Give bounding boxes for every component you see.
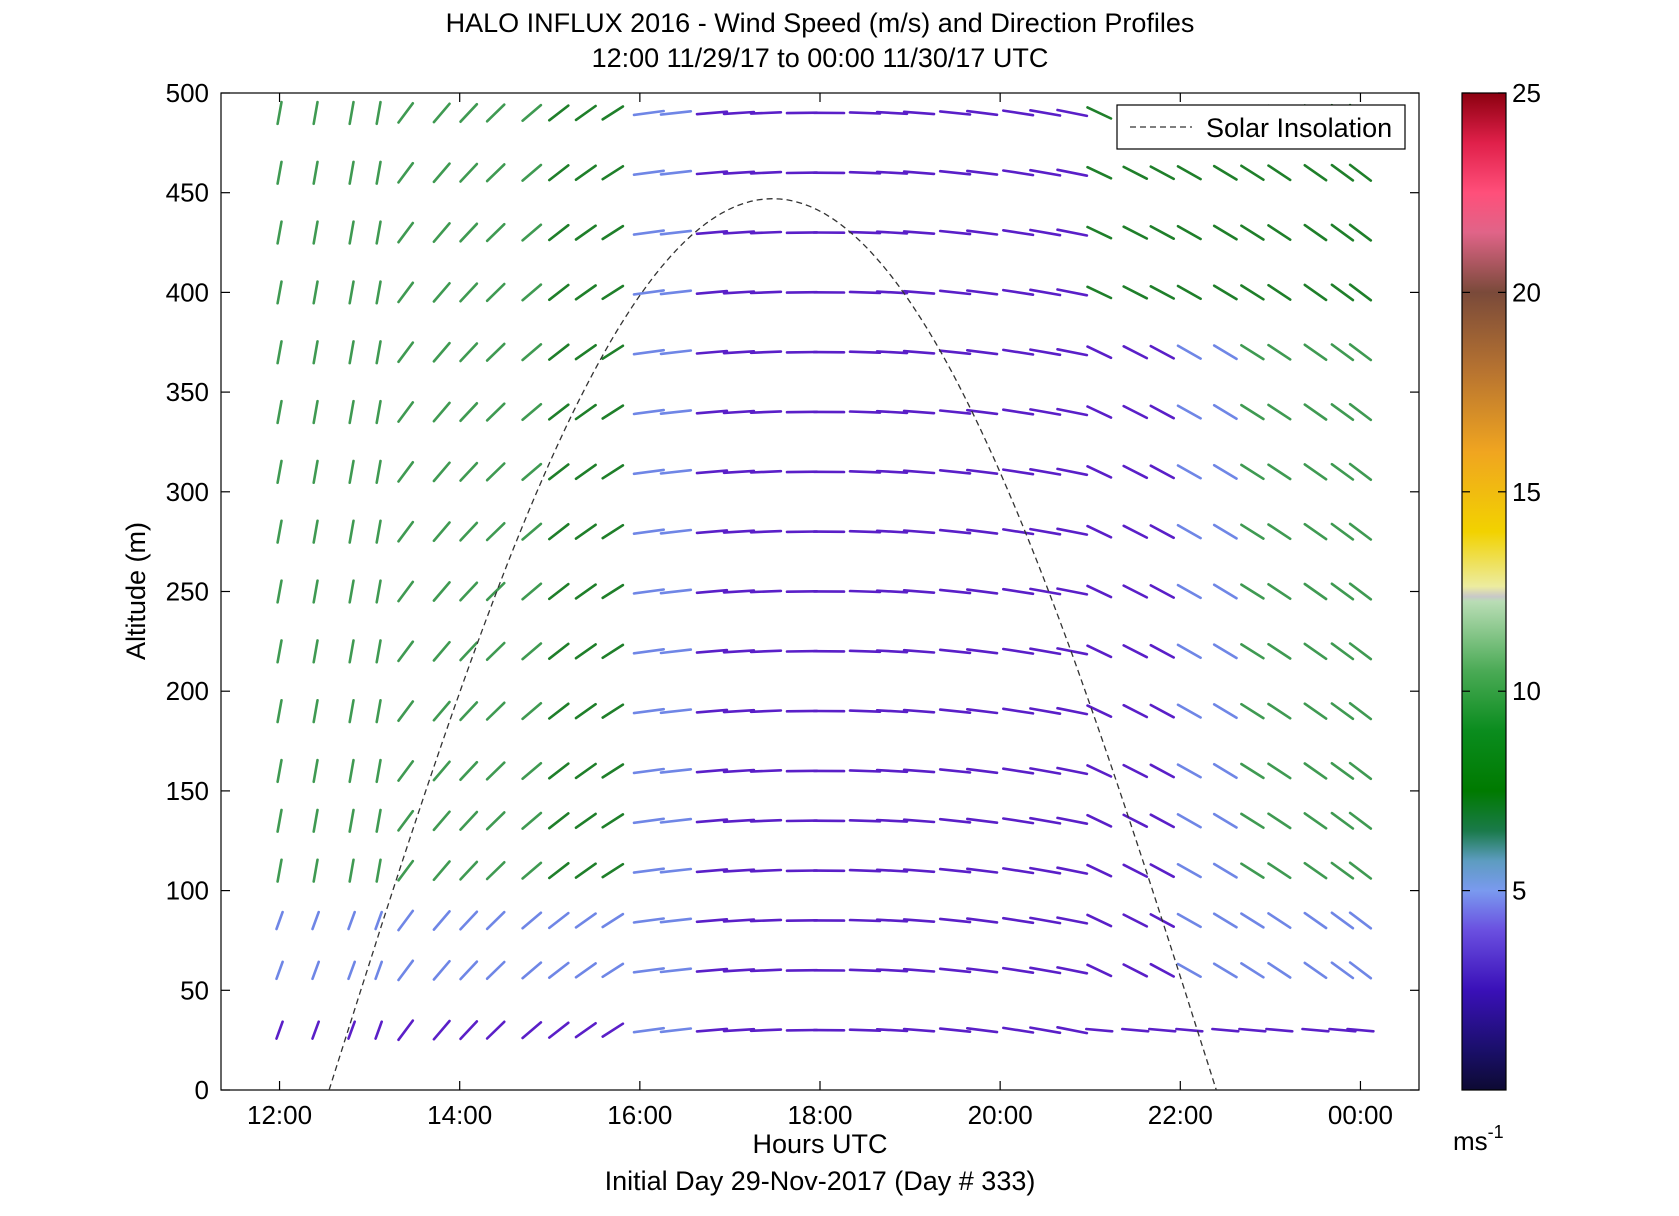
wind-vector (877, 970, 907, 972)
x-tick-label: 22:00 (1148, 1100, 1213, 1130)
x-tick-label: 16:00 (607, 1100, 672, 1130)
y-tick-label: 500 (166, 78, 209, 108)
colorbar-tick-label: 10 (1512, 676, 1541, 706)
x-axis-label: Hours UTC (752, 1129, 887, 1159)
wind-vector (850, 711, 880, 712)
wind-vector (751, 292, 781, 293)
wind-vector (751, 232, 781, 233)
wind-vector (850, 531, 880, 532)
x-tick-label: 14:00 (427, 1100, 492, 1130)
wind-vector (850, 1030, 880, 1031)
wind-vector (751, 651, 781, 652)
wind-vector (751, 920, 781, 921)
colorbar-tick-label: 5 (1512, 876, 1526, 906)
wind-vector (877, 232, 907, 234)
wind-vector (877, 920, 907, 922)
wind-vector (877, 651, 907, 653)
colorbar (1462, 93, 1506, 1090)
colorbar-tick-label: 15 (1512, 477, 1541, 507)
wind-vector (877, 172, 907, 174)
wind-vector (877, 531, 907, 533)
y-tick-label: 0 (195, 1075, 209, 1105)
x-tick-label: 20:00 (968, 1100, 1033, 1130)
wind-vector (850, 920, 880, 921)
wind-vector (850, 870, 880, 871)
wind-vector (724, 292, 754, 294)
y-tick-label: 150 (166, 776, 209, 806)
y-tick-label: 300 (166, 477, 209, 507)
y-tick-label: 350 (166, 377, 209, 407)
wind-vector (877, 1029, 907, 1031)
y-tick-label: 100 (166, 876, 209, 906)
wind-vector (877, 112, 907, 114)
wind-vector (850, 820, 880, 821)
wind-vector (751, 531, 781, 532)
wind-vector (850, 651, 880, 652)
colorbar-tick-label: 25 (1512, 78, 1541, 108)
wind-vector (751, 411, 781, 412)
wind-vector (751, 172, 781, 173)
wind-vector (850, 292, 880, 293)
y-axis-label: Altitude (m) (121, 522, 151, 660)
wind-vector (850, 232, 880, 233)
chart-title: HALO INFLUX 2016 - Wind Speed (m/s) and … (446, 8, 1195, 38)
wind-vector (751, 970, 781, 971)
colorbar-tick-label: 20 (1512, 277, 1541, 307)
wind-vector (850, 412, 880, 413)
y-tick-label: 200 (166, 676, 209, 706)
wind-vector (751, 352, 781, 353)
wind-vector (877, 710, 907, 712)
x-tick-label: 00:00 (1328, 1100, 1393, 1130)
wind-vector (751, 711, 781, 712)
wind-vector (877, 820, 907, 822)
x-tick-label: 18:00 (787, 1100, 852, 1130)
x-tick-label: 12:00 (247, 1100, 312, 1130)
wind-vector (850, 591, 880, 592)
wind-vector (850, 770, 880, 771)
wind-vector (850, 112, 880, 113)
y-tick-label: 400 (166, 277, 209, 307)
wind-profile-figure: HALO INFLUX 2016 - Wind Speed (m/s) and … (0, 0, 1679, 1216)
wind-vector (850, 172, 880, 173)
legend-label: Solar Insolation (1206, 113, 1392, 143)
wind-vector (877, 411, 907, 413)
wind-vector (850, 352, 880, 353)
wind-vector (877, 591, 907, 593)
chart-footer: Initial Day 29-Nov-2017 (Day # 333) (605, 1166, 1036, 1196)
legend: Solar Insolation (1117, 105, 1405, 149)
wind-vector (724, 591, 754, 593)
wind-vector (751, 770, 781, 771)
wind-vector (877, 351, 907, 353)
colorbar-unit: ms-1 (1453, 1122, 1504, 1156)
y-tick-label: 450 (166, 178, 209, 208)
wind-vector (751, 870, 781, 871)
wind-vector (751, 471, 781, 472)
wind-vector (850, 970, 880, 971)
wind-vector (850, 471, 880, 472)
wind-vector (877, 870, 907, 872)
y-tick-label: 50 (180, 975, 209, 1005)
chart-subtitle: 12:00 11/29/17 to 00:00 11/30/17 UTC (592, 43, 1049, 73)
y-tick-label: 250 (166, 577, 209, 607)
wind-vector (877, 471, 907, 473)
wind-vector (751, 820, 781, 821)
wind-vector (751, 1030, 781, 1031)
wind-vector (751, 112, 781, 113)
wind-vector (877, 770, 907, 772)
wind-vector (751, 591, 781, 592)
